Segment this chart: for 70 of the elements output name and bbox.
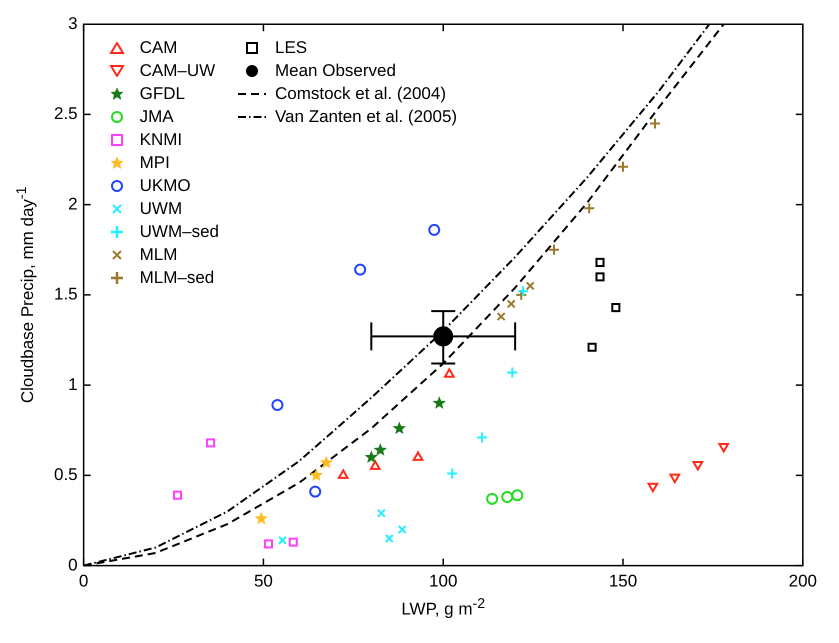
point [254,512,268,524]
x-tick-label: 100 [429,571,458,590]
point [264,539,273,548]
point [370,460,381,470]
point [320,456,334,468]
point [617,160,630,173]
y-tick-label: 1.5 [54,284,78,304]
x-tick-label: 50 [254,571,273,590]
point [506,366,518,378]
point [271,398,284,411]
y-tick-label: 2 [68,194,78,214]
point [476,431,488,444]
y-tick-label: 0 [68,555,78,574]
point [501,491,514,504]
legend-label: Mean Observed [274,60,396,81]
point [511,489,524,502]
point [288,538,298,547]
point [310,468,323,482]
x-tick-label: 200 [788,571,818,590]
point [595,258,605,267]
point [392,421,406,434]
legend-label: UWM–sed [140,222,219,242]
point [206,438,216,448]
legend-label: MLM [140,244,178,265]
legend-label: LES [274,38,308,58]
point [515,288,528,301]
legend-label: UWM [140,198,182,219]
point [446,468,458,480]
point [526,281,535,290]
point [309,486,322,498]
point [548,244,560,256]
point [588,342,597,352]
point [398,524,407,534]
point [278,536,288,545]
point [718,442,730,452]
point [432,396,446,409]
point [517,285,530,298]
legend-label: MLM–sed [140,268,214,288]
point [374,443,387,456]
point [486,492,498,505]
point [172,490,182,500]
legend-label: UKMO [140,176,191,196]
y-tick-label: 2.5 [54,104,78,124]
y-tick-label: 0.5 [54,465,78,484]
point [338,469,349,479]
legend-label: Van Zanten et al. (2005) [274,106,458,127]
legend-label: Comstock et al. (2004) [274,84,446,104]
point [595,272,605,282]
point [611,302,620,312]
point [364,450,378,463]
y-tick-label: 3 [68,14,78,33]
legend-label: CAM [140,38,178,58]
point [428,224,440,236]
point [376,508,386,518]
point [444,368,455,378]
x-axis-title: LWP, g m$^{-2}$ [400,596,486,620]
point [354,264,366,276]
point [506,299,516,308]
legend-label: CAM–UW [140,60,216,81]
x-tick-label: 150 [608,571,638,590]
legend-label: MPI [140,152,170,173]
point [649,117,662,130]
point [412,451,424,461]
point [583,202,596,214]
legend-label: GFDL [140,84,185,104]
point [384,534,394,544]
y-tick-label: 1 [68,374,78,394]
point [496,312,506,322]
legend-label: KNMI [140,130,182,150]
legend-label: JMA [140,106,174,127]
